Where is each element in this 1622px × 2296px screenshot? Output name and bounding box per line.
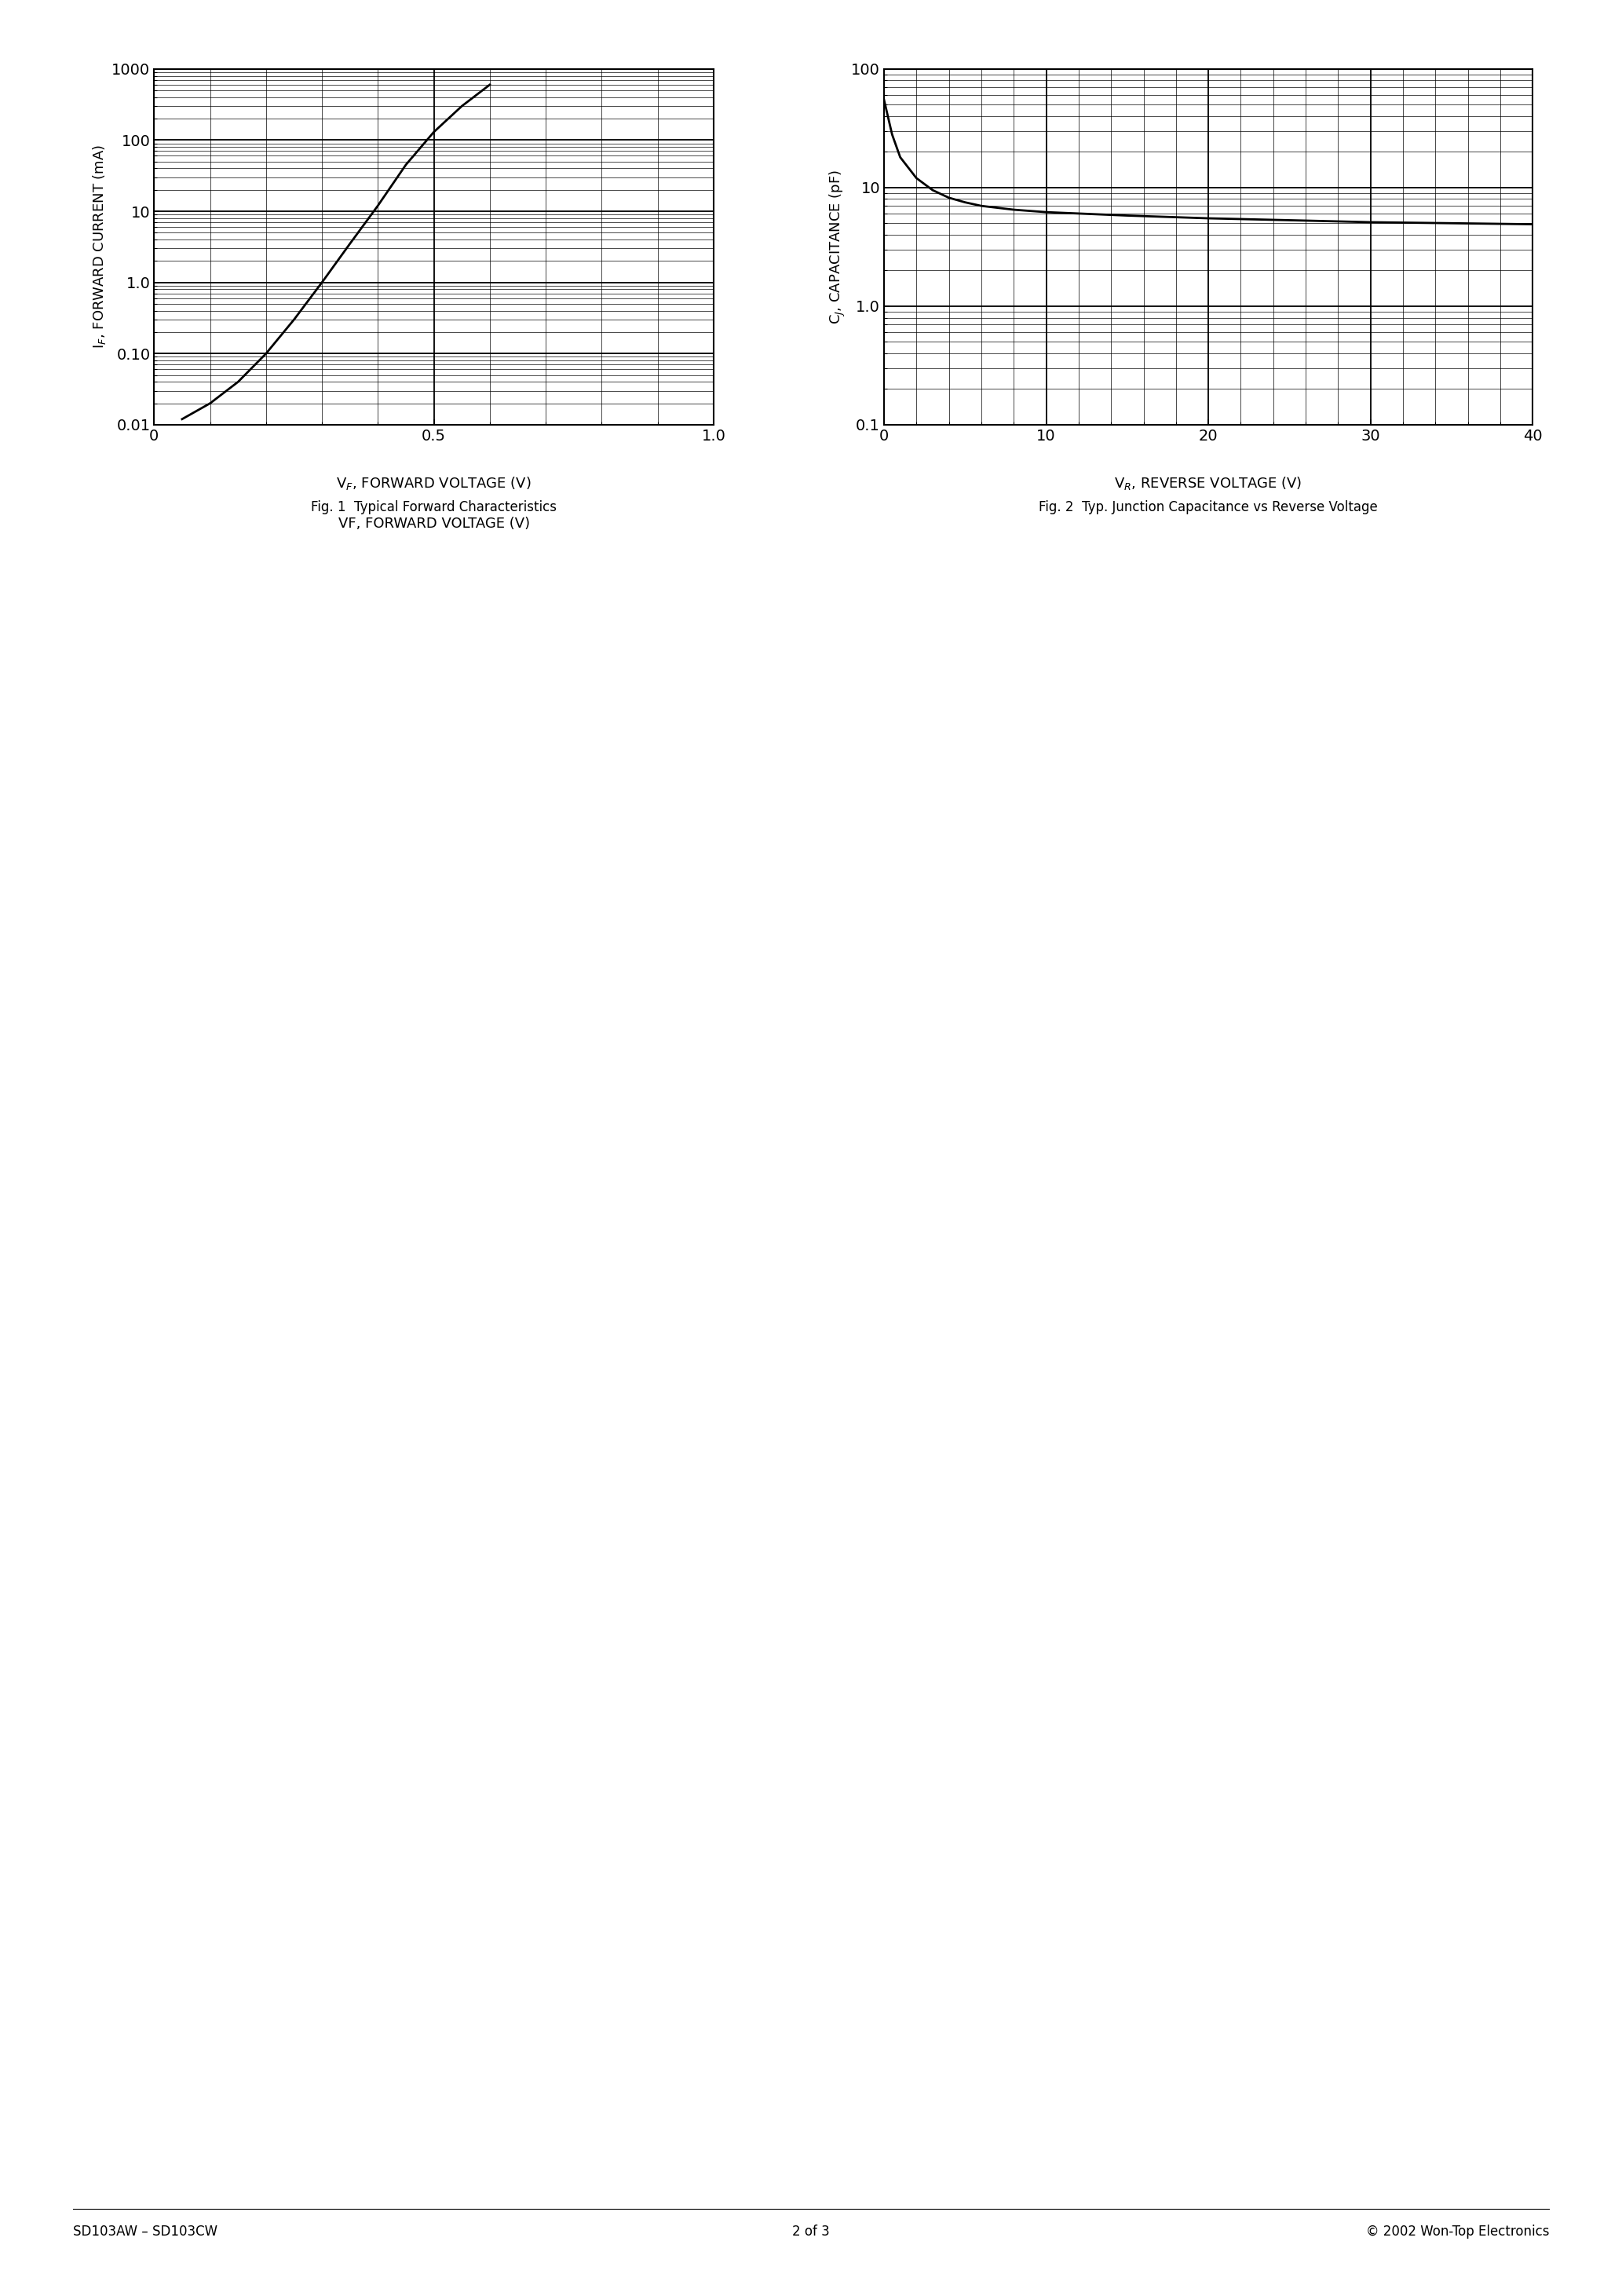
Text: Fig. 2  Typ. Junction Capacitance vs Reverse Voltage: Fig. 2 Typ. Junction Capacitance vs Reve…	[1040, 501, 1377, 514]
Text: SD103AW – SD103CW: SD103AW – SD103CW	[73, 2225, 217, 2239]
Text: V$_{F}$, FORWARD VOLTAGE (V): V$_{F}$, FORWARD VOLTAGE (V)	[336, 475, 532, 491]
Text: VF, FORWARD VOLTAGE (V): VF, FORWARD VOLTAGE (V)	[337, 517, 530, 530]
Text: Fig. 1  Typical Forward Characteristics: Fig. 1 Typical Forward Characteristics	[311, 501, 556, 514]
Y-axis label: I$_{F}$, FORWARD CURRENT (mA): I$_{F}$, FORWARD CURRENT (mA)	[91, 145, 107, 349]
Y-axis label: C$_{J}$, CAPACITANCE (pF): C$_{J}$, CAPACITANCE (pF)	[827, 170, 847, 324]
Text: 2 of 3: 2 of 3	[792, 2225, 830, 2239]
Text: © 2002 Won-Top Electronics: © 2002 Won-Top Electronics	[1366, 2225, 1549, 2239]
Text: V$_{R}$, REVERSE VOLTAGE (V): V$_{R}$, REVERSE VOLTAGE (V)	[1114, 475, 1302, 491]
